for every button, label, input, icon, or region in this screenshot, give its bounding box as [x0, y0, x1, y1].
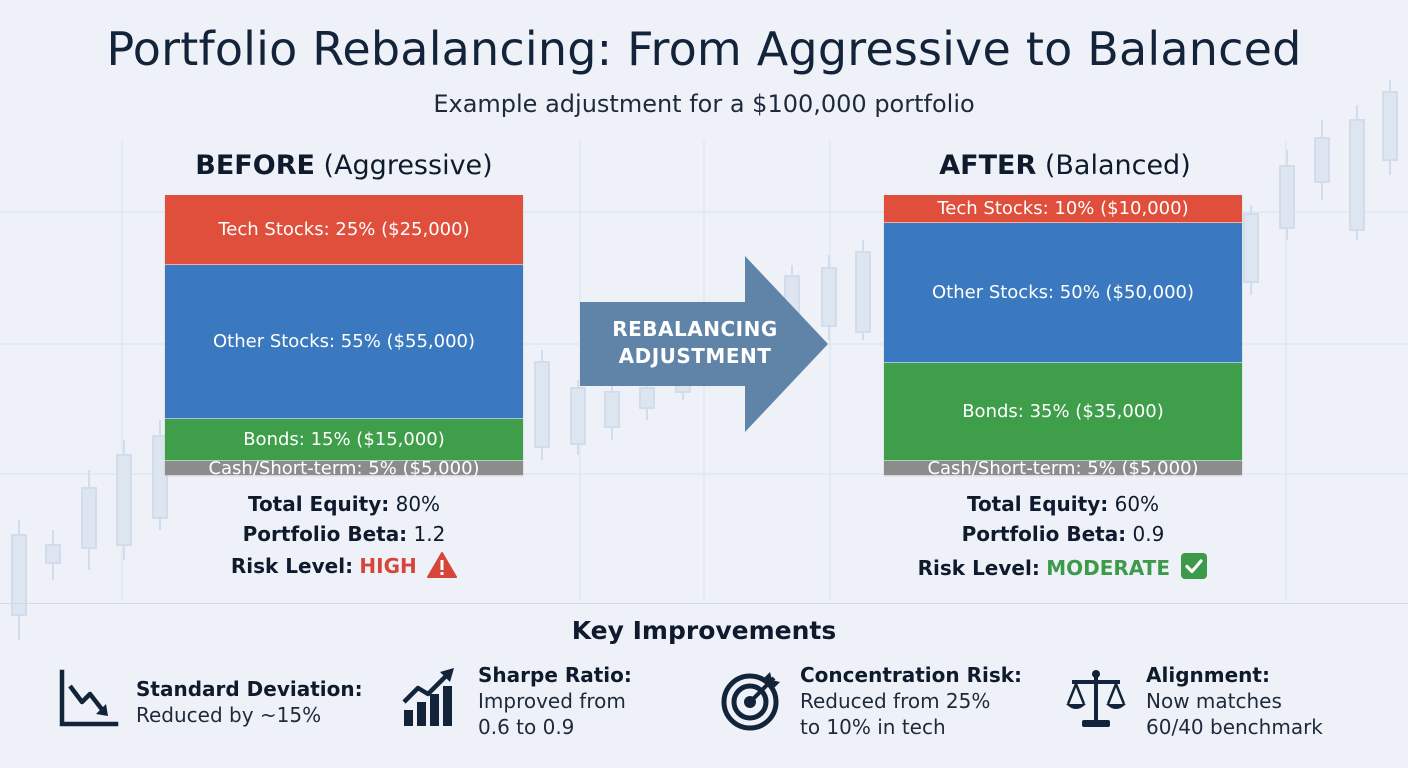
improvement-text: 0.6 to 0.9 [478, 715, 575, 739]
page-title: Portfolio Rebalancing: From Aggressive t… [106, 22, 1302, 76]
target-arrow-icon [720, 668, 784, 732]
before-risk-label: Risk Level: [230, 554, 354, 578]
improvement-text: Reduced from 25% [800, 689, 991, 713]
before-allocation-stack: Tech Stocks: 25% ($25,000) Other Stocks:… [165, 195, 523, 479]
balance-scale-icon [1064, 668, 1128, 730]
improvement-text: Now matches [1146, 689, 1282, 713]
before-segment-tech: Tech Stocks: 25% ($25,000) [165, 195, 523, 265]
after-beta-label: Portfolio Beta: [961, 522, 1127, 546]
before-total-equity-label: Total Equity: [247, 492, 390, 516]
before-total-equity: Total Equity: 80% [134, 492, 554, 516]
before-heading-rest: (Aggressive) [323, 150, 493, 181]
after-total-equity: Total Equity: 60% [853, 492, 1273, 516]
before-beta-value: 1.2 [413, 522, 446, 546]
after-beta: Portfolio Beta: 0.9 [853, 522, 1273, 546]
improvement-title: Standard Deviation: [136, 677, 363, 701]
improvement-sharpe-ratio: Sharpe Ratio: Improved from 0.6 to 0.9 [478, 662, 632, 740]
after-heading: AFTER (Balanced) [855, 150, 1275, 181]
after-allocation-stack: Tech Stocks: 10% ($10,000) Other Stocks:… [884, 195, 1242, 479]
after-risk-level: Risk Level: MODERATE [853, 552, 1273, 580]
check-icon [1180, 552, 1208, 580]
growth-bar-chart-icon [400, 666, 462, 730]
improvement-text: to 10% in tech [800, 715, 946, 739]
page-subtitle: Example adjustment for a $100,000 portfo… [433, 90, 975, 118]
before-beta: Portfolio Beta: 1.2 [134, 522, 554, 546]
after-heading-rest: (Balanced) [1044, 150, 1191, 181]
improvement-standard-deviation: Standard Deviation: Reduced by ~15% [136, 676, 363, 728]
before-beta-label: Portfolio Beta: [242, 522, 408, 546]
before-risk-value: HIGH [359, 554, 417, 578]
improvement-text: Improved from [478, 689, 626, 713]
before-total-equity-value: 80% [395, 492, 441, 516]
before-segment-cash: Cash/Short-term: 5% ($5,000) [165, 458, 523, 479]
after-heading-bold: AFTER [939, 150, 1037, 181]
after-total-equity-value: 60% [1114, 492, 1160, 516]
after-segment-bonds: Bonds: 35% ($35,000) [884, 363, 1242, 461]
after-segment-tech: Tech Stocks: 10% ($10,000) [884, 195, 1242, 223]
before-heading: BEFORE (Aggressive) [134, 150, 554, 181]
rebalancing-arrow [580, 256, 828, 432]
trend-down-chart-icon [58, 668, 120, 730]
after-total-equity-label: Total Equity: [966, 492, 1109, 516]
improvement-text: 60/40 benchmark [1146, 715, 1323, 739]
before-risk-level: Risk Level: HIGH [134, 552, 554, 578]
after-segment-cash: Cash/Short-term: 5% ($5,000) [884, 458, 1242, 479]
rebalancing-arrow-label: REBALANCING ADJUSTMENT [585, 316, 805, 370]
section-divider [0, 603, 1408, 604]
after-risk-label: Risk Level: [917, 556, 1040, 580]
improvement-title: Alignment: [1146, 663, 1270, 687]
after-beta-value: 0.9 [1132, 522, 1165, 546]
before-heading-bold: BEFORE [195, 150, 315, 181]
improvement-title: Sharpe Ratio: [478, 663, 632, 687]
arrow-label-line2: ADJUSTMENT [618, 344, 772, 368]
before-segment-bonds: Bonds: 15% ($15,000) [165, 419, 523, 461]
after-segment-other-stocks: Other Stocks: 50% ($50,000) [884, 223, 1242, 363]
improvement-title: Concentration Risk: [800, 663, 1023, 687]
warning-icon [427, 552, 458, 578]
key-improvements-title: Key Improvements [571, 616, 837, 645]
improvement-alignment: Alignment: Now matches 60/40 benchmark [1146, 662, 1323, 740]
improvement-concentration-risk: Concentration Risk: Reduced from 25% to … [800, 662, 1022, 740]
before-segment-other-stocks: Other Stocks: 55% ($55,000) [165, 265, 523, 419]
after-risk-value: MODERATE [1046, 556, 1170, 580]
improvement-text: Reduced by ~15% [136, 703, 322, 727]
arrow-label-line1: REBALANCING [612, 317, 778, 341]
